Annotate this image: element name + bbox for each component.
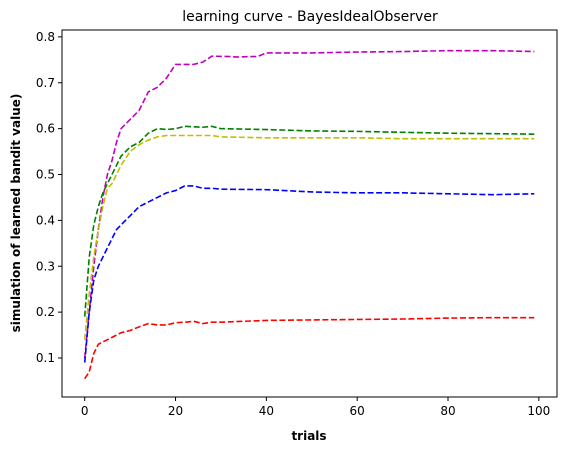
x-axis-label: trials [291, 429, 326, 443]
y-axis-label: simulation of learned bandit value) [9, 94, 23, 333]
x-tick-label: 60 [350, 404, 365, 418]
series-line-1 [83, 49, 535, 359]
chart-title: learning curve - BayesIdealObserver [182, 9, 438, 25]
x-tick-label: 0 [81, 404, 89, 418]
y-tick-label: 0.2 [36, 305, 55, 319]
x-tick-label: 20 [168, 404, 183, 418]
y-tick-label: 0.7 [36, 76, 55, 90]
x-axis-ticks: 0 20 40 60 80 100 [81, 397, 550, 418]
series-line-5 [84, 316, 535, 380]
y-axis-ticks: 0.1 0.2 0.3 0.4 0.5 0.6 0.7 0.8 [36, 30, 62, 365]
plot-frame [61, 29, 558, 398]
y-tick-label: 0.3 [36, 259, 55, 273]
y-tick-label: 0.6 [36, 122, 55, 136]
x-tick-label: 80 [440, 404, 455, 418]
x-tick-label: 40 [259, 404, 274, 418]
y-tick-label: 0.5 [36, 168, 55, 182]
x-tick-label: 100 [527, 404, 550, 418]
series-line-3 [83, 134, 535, 340]
series-line-4 [83, 185, 535, 363]
series-line-2 [83, 125, 535, 317]
y-tick-label: 0.8 [36, 30, 55, 44]
y-tick-label: 0.4 [36, 213, 55, 227]
y-tick-label: 0.1 [36, 351, 55, 365]
series-layer [83, 49, 535, 380]
